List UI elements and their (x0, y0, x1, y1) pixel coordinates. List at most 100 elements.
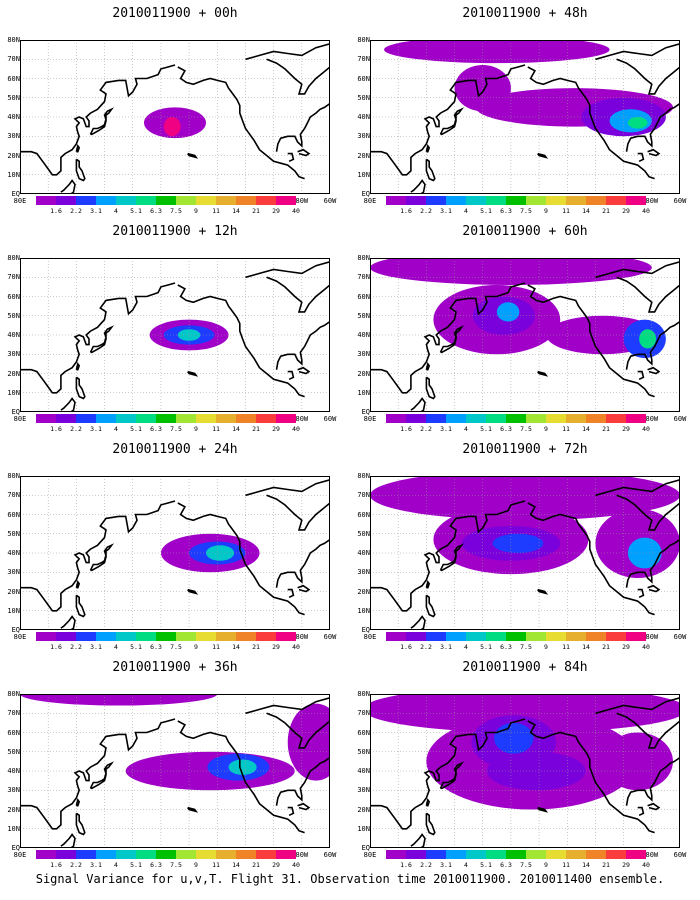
colorbar-swatch (76, 632, 96, 641)
colorbar-swatch (176, 196, 196, 205)
lat-tick-label: EQ (11, 626, 20, 634)
colorbar-swatch (216, 850, 236, 859)
colorbar-swatch (506, 196, 526, 205)
colorbar-swatch (276, 850, 296, 859)
lon-tick-label: 80W (295, 633, 309, 641)
colorbar-label: 3.1 (440, 425, 452, 433)
coastline (537, 806, 549, 813)
colorbar-label: 1.6 (400, 425, 412, 433)
colorbar-label: 6.3 (150, 643, 162, 651)
lon-tick-label: 60W (323, 415, 337, 423)
coastline (425, 144, 431, 153)
variance-map (20, 476, 330, 630)
lat-tick-label: 40N (7, 331, 20, 339)
coastline (439, 761, 465, 790)
coastline (297, 584, 311, 593)
coastline (410, 397, 426, 412)
lat-tick-label: 70N (7, 273, 20, 282)
lat-tick-label: EQ (361, 626, 370, 634)
variance-map (20, 258, 330, 412)
colorbar-label: 5.1 (130, 425, 142, 433)
colorbar-label: 29 (272, 425, 280, 433)
colorbar-swatch (136, 196, 156, 205)
coastline (245, 261, 330, 279)
lat-tick-label: 70N (357, 709, 370, 718)
colorbar-swatch (196, 850, 216, 859)
lon-tick-label: 60W (673, 633, 687, 641)
lat-tick-label: 50N (7, 311, 20, 320)
lat-tick-label: 60N (7, 510, 20, 519)
colorbar-label: 29 (622, 861, 630, 869)
colorbar-swatch (566, 850, 586, 859)
coastline (275, 102, 330, 152)
variance-region (370, 694, 680, 733)
colorbar-swatch (156, 850, 176, 859)
colorbar-label: 3.1 (440, 207, 452, 215)
colorbar-swatch (256, 196, 276, 205)
colorbar-swatch (546, 632, 566, 641)
colorbar-label: 4 (464, 207, 468, 215)
coastline (637, 806, 645, 817)
lat-tick-label: 10N (7, 824, 20, 833)
colorbar-label: 40 (642, 643, 650, 651)
colorbar-swatch (586, 632, 606, 641)
lat-tick-label: 10N (357, 606, 370, 615)
colorbar-label: 4 (114, 425, 118, 433)
lat-tick-label: 20N (7, 587, 20, 596)
colorbar-label: 21 (252, 425, 260, 433)
coastline (370, 282, 526, 394)
panel-title: 2010011900 + 72h (462, 442, 588, 457)
coastline (425, 594, 436, 618)
colorbar-swatch (156, 196, 176, 205)
colorbar-swatch (606, 850, 626, 859)
colorbar-label: 5.1 (130, 643, 142, 651)
colorbar-label: 4 (464, 425, 468, 433)
variance-map (20, 40, 330, 194)
colorbar-swatch (466, 196, 486, 205)
map-panel: 2010011900 + 12h 80N 70N 60N 50N 40N 30N 20N 10N… (0, 218, 350, 440)
map-area: 80N70N60N50N40N30N20N10NEQ80E100E120E140… (357, 254, 686, 423)
colorbar-label: 6.3 (500, 425, 512, 433)
colorbar-label: 40 (292, 207, 300, 215)
colorbar-label: 4 (114, 207, 118, 215)
lat-tick-label: 50N (7, 747, 20, 756)
coastline (287, 370, 295, 381)
colorbar-swatch (606, 414, 626, 423)
variance-region (20, 694, 218, 706)
coastline (266, 494, 330, 531)
colorbar-swatch (406, 196, 426, 205)
lon-tick-label: 80E (363, 197, 377, 205)
coastline (439, 325, 465, 354)
lat-tick-label: 50N (7, 93, 20, 102)
colorbar-label: 21 (602, 425, 610, 433)
coastline (177, 284, 305, 398)
colorbar-swatch (486, 414, 506, 423)
lat-tick-label: 40N (7, 113, 20, 121)
lon-tick-label: 60W (323, 851, 337, 859)
colorbar-label: 11 (562, 861, 570, 869)
colorbar-label: 21 (602, 207, 610, 215)
lon-tick-label: 80W (645, 633, 659, 641)
colorbar-swatch (426, 414, 446, 423)
lat-tick-label: EQ (361, 844, 370, 852)
coastline (177, 720, 305, 834)
coastline (625, 538, 680, 588)
lat-tick-label: 20N (7, 151, 20, 160)
colorbar-label: 1.6 (400, 643, 412, 651)
colorbar-label: 4 (114, 861, 118, 869)
lat-tick-label: 50N (357, 311, 370, 320)
lat-tick-label: 30N (7, 350, 20, 359)
colorbar-label: 29 (622, 207, 630, 215)
coastline (287, 152, 295, 163)
coastline (647, 366, 661, 375)
colorbar-label: 2.2 (70, 643, 82, 651)
colorbar-label: 5.1 (130, 861, 142, 869)
coastline (370, 718, 526, 830)
coastline (245, 697, 330, 715)
variance-region (486, 751, 586, 791)
variance-region (384, 40, 610, 64)
colorbar-swatch (276, 632, 296, 641)
colorbar-label: 29 (272, 643, 280, 651)
lon-tick-label: 80W (295, 415, 309, 423)
colorbar-swatch (486, 850, 506, 859)
